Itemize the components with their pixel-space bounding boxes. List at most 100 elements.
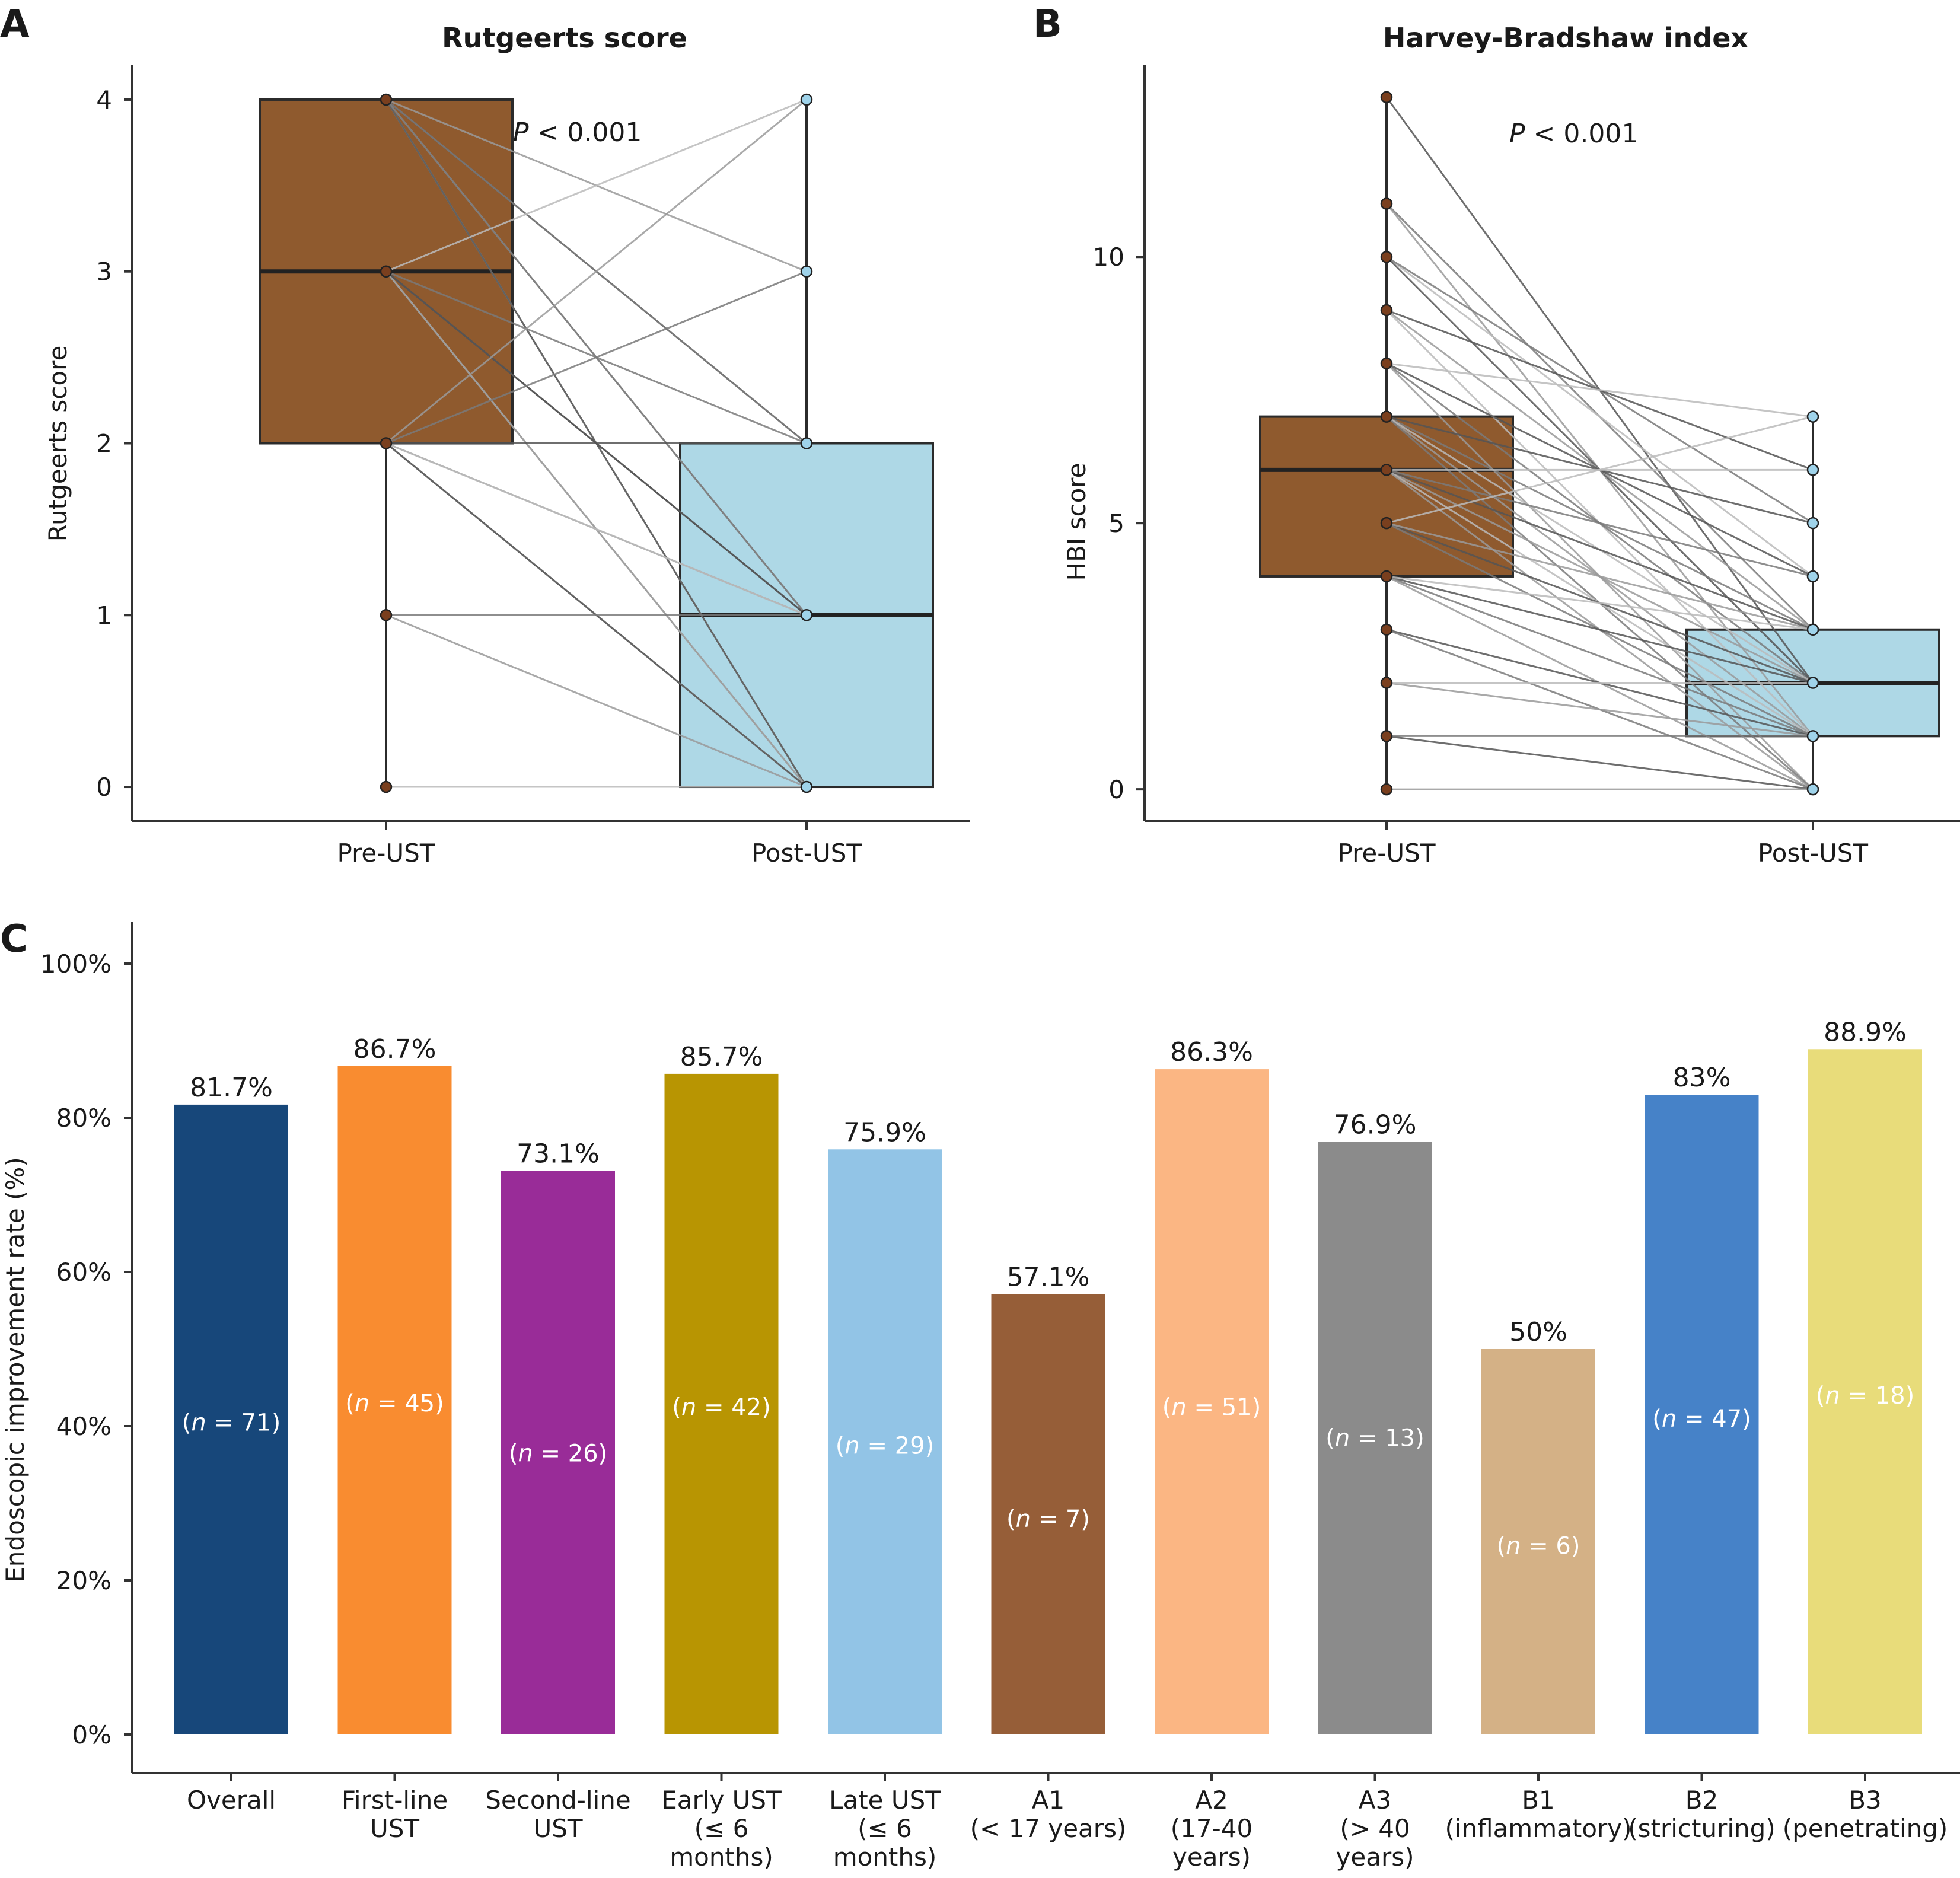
a-data-point: [380, 93, 393, 106]
b-data-point: [1380, 250, 1393, 263]
a-data-point: [380, 265, 393, 278]
a-y-tick-label: 2: [96, 429, 112, 458]
a-x-tick-label: Pre-UST: [337, 838, 435, 868]
b-data-point: [1806, 677, 1819, 689]
hbi-title: Harvey-Bradshaw index: [1383, 22, 1748, 54]
a-data-point: [800, 437, 813, 449]
improvement-bar: [1318, 1142, 1432, 1734]
bar-n-label: (n = 13): [1325, 1425, 1424, 1452]
bar-value-label: 83%: [1673, 1063, 1731, 1093]
improvement-bar: [664, 1073, 779, 1734]
b-data-point: [1380, 357, 1393, 370]
improvement-y-tick-label: 20%: [56, 1566, 111, 1595]
a-data-point: [380, 780, 393, 793]
improvement-y-tick-label: 40%: [56, 1412, 111, 1441]
rutgeerts-p-letter: P: [513, 117, 529, 148]
b-data-point: [1380, 197, 1393, 210]
b-data-point: [1380, 304, 1393, 317]
bar-value-label: 86.7%: [353, 1034, 436, 1064]
improvement-y-tick-label: 100%: [40, 949, 111, 978]
b-paired-line: [1386, 735, 1814, 790]
b-paired-line: [1386, 575, 1814, 631]
b-data-point: [1806, 410, 1819, 423]
improvement-y-tick-label: 0%: [72, 1720, 111, 1749]
b-y-tick-label: 5: [1108, 509, 1124, 538]
bar-value-label: 88.9%: [1824, 1017, 1907, 1047]
bar-value-label: 57.1%: [1007, 1262, 1090, 1293]
a-data-point: [380, 437, 393, 449]
bar-value-label: 76.9%: [1334, 1109, 1417, 1140]
bar-value-label: 85.7%: [680, 1042, 763, 1072]
b-data-point: [1806, 464, 1819, 476]
improvement-category-label: Early UST (≤ 6 months): [661, 1785, 782, 1871]
b-data-point: [1380, 91, 1393, 104]
improvement-bar-chart: Endoscopic improvement rate (%) 81.7% (n …: [1, 922, 1960, 1871]
bar-n-label: (n = 7): [1006, 1506, 1090, 1533]
improvement-bar: [828, 1149, 942, 1734]
improvement-y-axis-label: Endoscopic improvement rate (%): [1, 1157, 30, 1582]
b-paired-line: [1386, 522, 1814, 631]
rutgeerts-title: Rutgeerts score: [442, 22, 687, 54]
hbi-paired-lines: [1385, 96, 1814, 790]
b-y-tick-label: 10: [1093, 243, 1124, 272]
improvement-y-tick-label: 80%: [56, 1104, 111, 1133]
improvement-bar: [501, 1171, 615, 1734]
hbi-axes: 0 5 10 Pre-UST Post-UST: [1093, 65, 1960, 868]
improvement-bars: 81.7% (n = 71) 86.7% (n = 45) 73.1% (n = 26) 8…: [174, 1017, 1922, 1734]
b-paired-line: [1386, 468, 1814, 631]
bar-value-label: 86.3%: [1170, 1037, 1253, 1067]
rutgeerts-points: [380, 93, 813, 793]
a-paired-line: [385, 442, 807, 616]
improvement-bar: [1155, 1069, 1269, 1734]
a-y-tick-label: 3: [96, 257, 112, 286]
improvement-y-tick-label: 60%: [56, 1258, 111, 1287]
improvement-bar: [1808, 1049, 1922, 1734]
rutgeerts-paired-lines: [385, 98, 808, 788]
panel-letter-b: B: [1033, 2, 1062, 46]
bar-n-label: (n = 45): [345, 1390, 444, 1417]
improvement-bar: [1481, 1349, 1595, 1734]
b-data-point: [1380, 410, 1393, 423]
a-data-point: [380, 609, 393, 621]
b-data-point: [1806, 623, 1819, 636]
improvement-category-label: Overall: [187, 1785, 276, 1815]
improvement-bar: [991, 1294, 1105, 1734]
a-x-tick-label: Post-UST: [751, 838, 862, 868]
a-y-tick-label: 0: [96, 773, 112, 802]
a-paired-line: [385, 270, 807, 444]
hbi-p-text: < 0.001: [1525, 119, 1639, 149]
bar-n-label: (n = 18): [1816, 1382, 1914, 1410]
improvement-bar: [174, 1104, 288, 1734]
b-data-point: [1380, 516, 1393, 530]
b-data-point: [1380, 783, 1393, 796]
rutgeerts-p-text: < 0.001: [529, 117, 642, 148]
hbi-points: [1380, 91, 1819, 796]
b-data-point: [1806, 730, 1819, 742]
a-data-point: [800, 609, 813, 621]
b-x-tick-label: Pre-UST: [1338, 838, 1436, 868]
b-data-point: [1806, 570, 1819, 583]
improvement-category-label: A3 (> 40 years): [1336, 1785, 1414, 1871]
hbi-y-axis-label: HBI score: [1062, 463, 1091, 581]
improvement-category-label: Late UST (≤ 6 months): [829, 1785, 941, 1871]
improvement-category-label: B3 (penetrating): [1783, 1785, 1948, 1843]
b-paired-line: [1386, 416, 1814, 524]
a-data-point: [800, 93, 813, 106]
bar-value-label: 50%: [1509, 1317, 1567, 1347]
rutgeerts-p-value: P < 0.001: [513, 117, 642, 148]
bar-n-label: (n = 47): [1652, 1405, 1751, 1433]
rutgeerts-axes: 0 1 2 3 4 Pre-UST Post-UST: [96, 65, 970, 868]
improvement-category-label: First-line UST: [342, 1785, 448, 1843]
b-data-point: [1380, 677, 1393, 689]
b-data-point: [1380, 623, 1393, 636]
bar-value-label: 75.9%: [843, 1117, 926, 1147]
b-box-pre: [1259, 415, 1514, 578]
a-y-tick-label: 1: [96, 601, 112, 630]
a-data-point: [800, 780, 813, 793]
b-paired-line: [1386, 575, 1814, 737]
improvement-category-label: B1 (inflammatory): [1445, 1785, 1631, 1843]
bar-value-label: 73.1%: [517, 1139, 600, 1169]
bar-n-label: (n = 71): [182, 1410, 281, 1437]
improvement-bar: [337, 1066, 452, 1734]
